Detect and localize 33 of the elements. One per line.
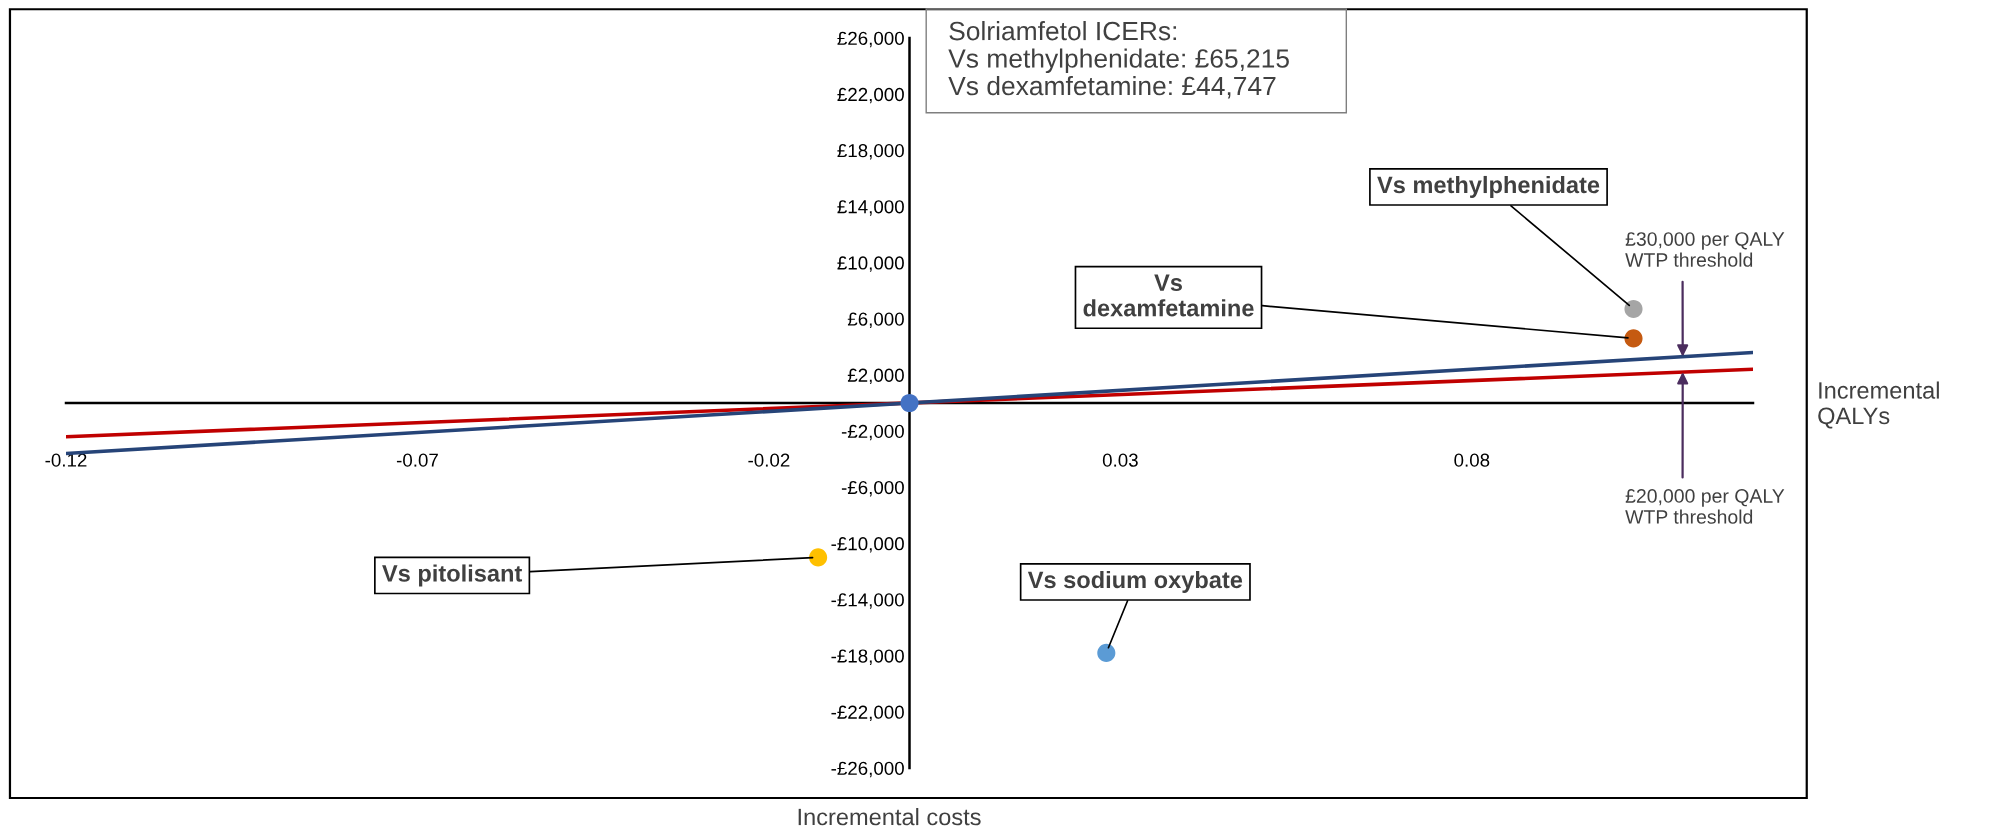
y-tick-label: £26,000 (837, 31, 904, 48)
y-tick-label: -£6,000 (841, 480, 904, 497)
y-tick-label: £6,000 (847, 312, 904, 328)
y-tick-label: -£2,000 (841, 424, 904, 441)
point (900, 393, 919, 413)
point (1624, 329, 1643, 348)
annotation: Vs pitolisant (382, 564, 523, 587)
x-tick-label: 0.08 (1454, 453, 1490, 467)
annotation: Vs sodium oxybate (1027, 570, 1243, 593)
y-tick-label: -£18,000 (831, 649, 904, 665)
x-tick-label: 0.03 (1102, 453, 1138, 467)
annotation: Vs methylphenidate (1377, 175, 1600, 198)
y-tick-label: £2,000 (847, 368, 904, 385)
text: Incremental costs (798, 807, 981, 826)
point (809, 548, 828, 567)
y-tick-label: £10,000 (837, 256, 904, 272)
y-tick-label: £14,000 (837, 200, 904, 216)
annotation: £30,000 per QALY WTP threshold (1625, 232, 1785, 267)
y-tick-label: £18,000 (837, 144, 904, 160)
x-tick-label: -0.07 (396, 453, 438, 467)
x-tick-label: -0.12 (45, 453, 87, 467)
y-tick-label: £22,000 (837, 87, 904, 104)
annotation: Solriamfetol ICERs: Vs methylphenidate: £65,215 Vs dexamfetamine: £44,747 (948, 21, 1289, 99)
x-axis-title: Incremental QALYs (1818, 381, 1939, 429)
y-tick-label: -£26,000 (831, 761, 904, 778)
y-tick-label: -£10,000 (831, 537, 904, 553)
x-tick-label: -0.02 (748, 453, 790, 467)
point (1624, 299, 1643, 318)
point (1097, 643, 1116, 662)
y-tick-label: -£14,000 (831, 593, 904, 609)
y-tick-label: -£22,000 (831, 705, 904, 722)
annotation: £20,000 per QALY WTP threshold (1625, 489, 1785, 524)
annotation: Vs dexamfetamine (1083, 274, 1254, 317)
